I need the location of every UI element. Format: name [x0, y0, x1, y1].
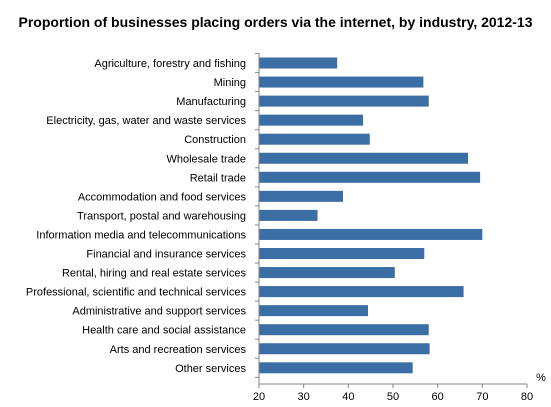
bar — [259, 76, 424, 88]
category-label: Transport, postal and warehousing — [77, 210, 246, 222]
bar — [259, 248, 425, 259]
category-label: Wholesale trade — [167, 153, 247, 165]
category-label: Professional, scientific and technical s… — [26, 287, 247, 299]
x-tick-label: 30 — [298, 391, 310, 403]
bar — [259, 95, 429, 107]
bar — [259, 305, 368, 317]
bar — [259, 362, 413, 374]
category-label: Mining — [214, 77, 246, 89]
category-label: Retail trade — [190, 172, 246, 184]
unit-label: % — [536, 372, 546, 384]
x-tick-label: 50 — [387, 391, 399, 403]
bar — [259, 228, 483, 240]
category-label: Other services — [175, 363, 246, 375]
category-label: Financial and insurance services — [86, 249, 246, 261]
bar — [259, 133, 370, 145]
category-label: Manufacturing — [176, 96, 246, 108]
bar — [259, 343, 430, 355]
category-label: Accommodation and food services — [78, 191, 247, 203]
x-tick-label: 20 — [253, 391, 265, 403]
category-label: Agriculture, forestry and fishing — [94, 58, 246, 70]
category-label: Administrative and support services — [72, 306, 246, 318]
x-tick-label: 80 — [521, 391, 533, 403]
bar — [259, 152, 469, 164]
category-label: Construction — [184, 134, 246, 146]
x-tick-label: 40 — [342, 391, 354, 403]
bar — [259, 171, 481, 183]
category-label: Rental, hiring and real estate services — [62, 268, 247, 280]
category-label: Health care and social assistance — [82, 325, 246, 337]
category-label: Electricity, gas, water and waste servic… — [46, 115, 246, 127]
bar — [259, 114, 364, 126]
bars-group — [259, 57, 483, 374]
category-label: Arts and recreation services — [110, 344, 247, 356]
bar — [259, 286, 464, 298]
category-labels-group: Agriculture, forestry and fishing Mining M… — [26, 58, 247, 375]
category-label: Information media and telecommunications — [36, 229, 246, 241]
bar — [259, 209, 318, 221]
x-tick-label: 70 — [476, 391, 488, 403]
bar — [259, 190, 343, 202]
bar — [259, 324, 429, 336]
bar — [259, 267, 395, 279]
x-tick-label: 60 — [432, 391, 444, 403]
chart-title: Proportion of businesses placing orders … — [18, 14, 533, 30]
x-axis: 20 30 40 50 60 70 80% — [253, 52, 546, 403]
bar — [259, 57, 338, 69]
